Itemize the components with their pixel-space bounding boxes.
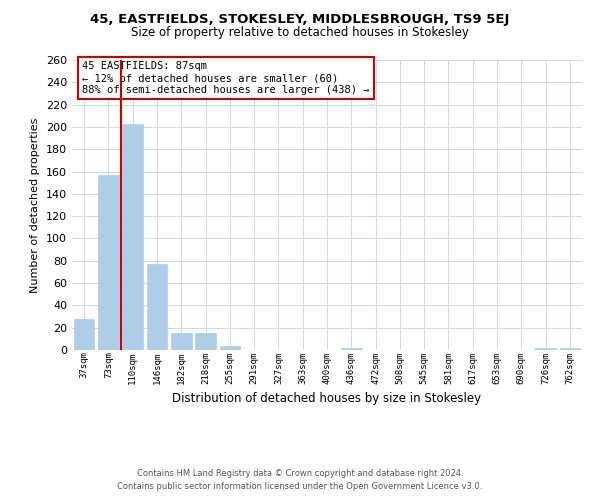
Bar [560,348,580,350]
Bar [220,346,240,350]
Y-axis label: Number of detached properties: Number of detached properties [31,118,40,292]
Bar [146,264,167,350]
Bar [122,124,143,350]
Bar [195,334,216,350]
Bar [341,348,362,350]
Text: Contains public sector information licensed under the Open Government Licence v3: Contains public sector information licen… [118,482,482,491]
Text: Contains HM Land Registry data © Crown copyright and database right 2024.: Contains HM Land Registry data © Crown c… [137,468,463,477]
Bar [171,334,191,350]
Text: 45 EASTFIELDS: 87sqm
← 12% of detached houses are smaller (60)
88% of semi-detac: 45 EASTFIELDS: 87sqm ← 12% of detached h… [82,62,370,94]
Bar [535,348,556,350]
Text: 45, EASTFIELDS, STOKESLEY, MIDDLESBROUGH, TS9 5EJ: 45, EASTFIELDS, STOKESLEY, MIDDLESBROUGH… [91,12,509,26]
Bar [74,319,94,350]
X-axis label: Distribution of detached houses by size in Stokesley: Distribution of detached houses by size … [172,392,482,405]
Bar [98,175,119,350]
Text: Size of property relative to detached houses in Stokesley: Size of property relative to detached ho… [131,26,469,39]
